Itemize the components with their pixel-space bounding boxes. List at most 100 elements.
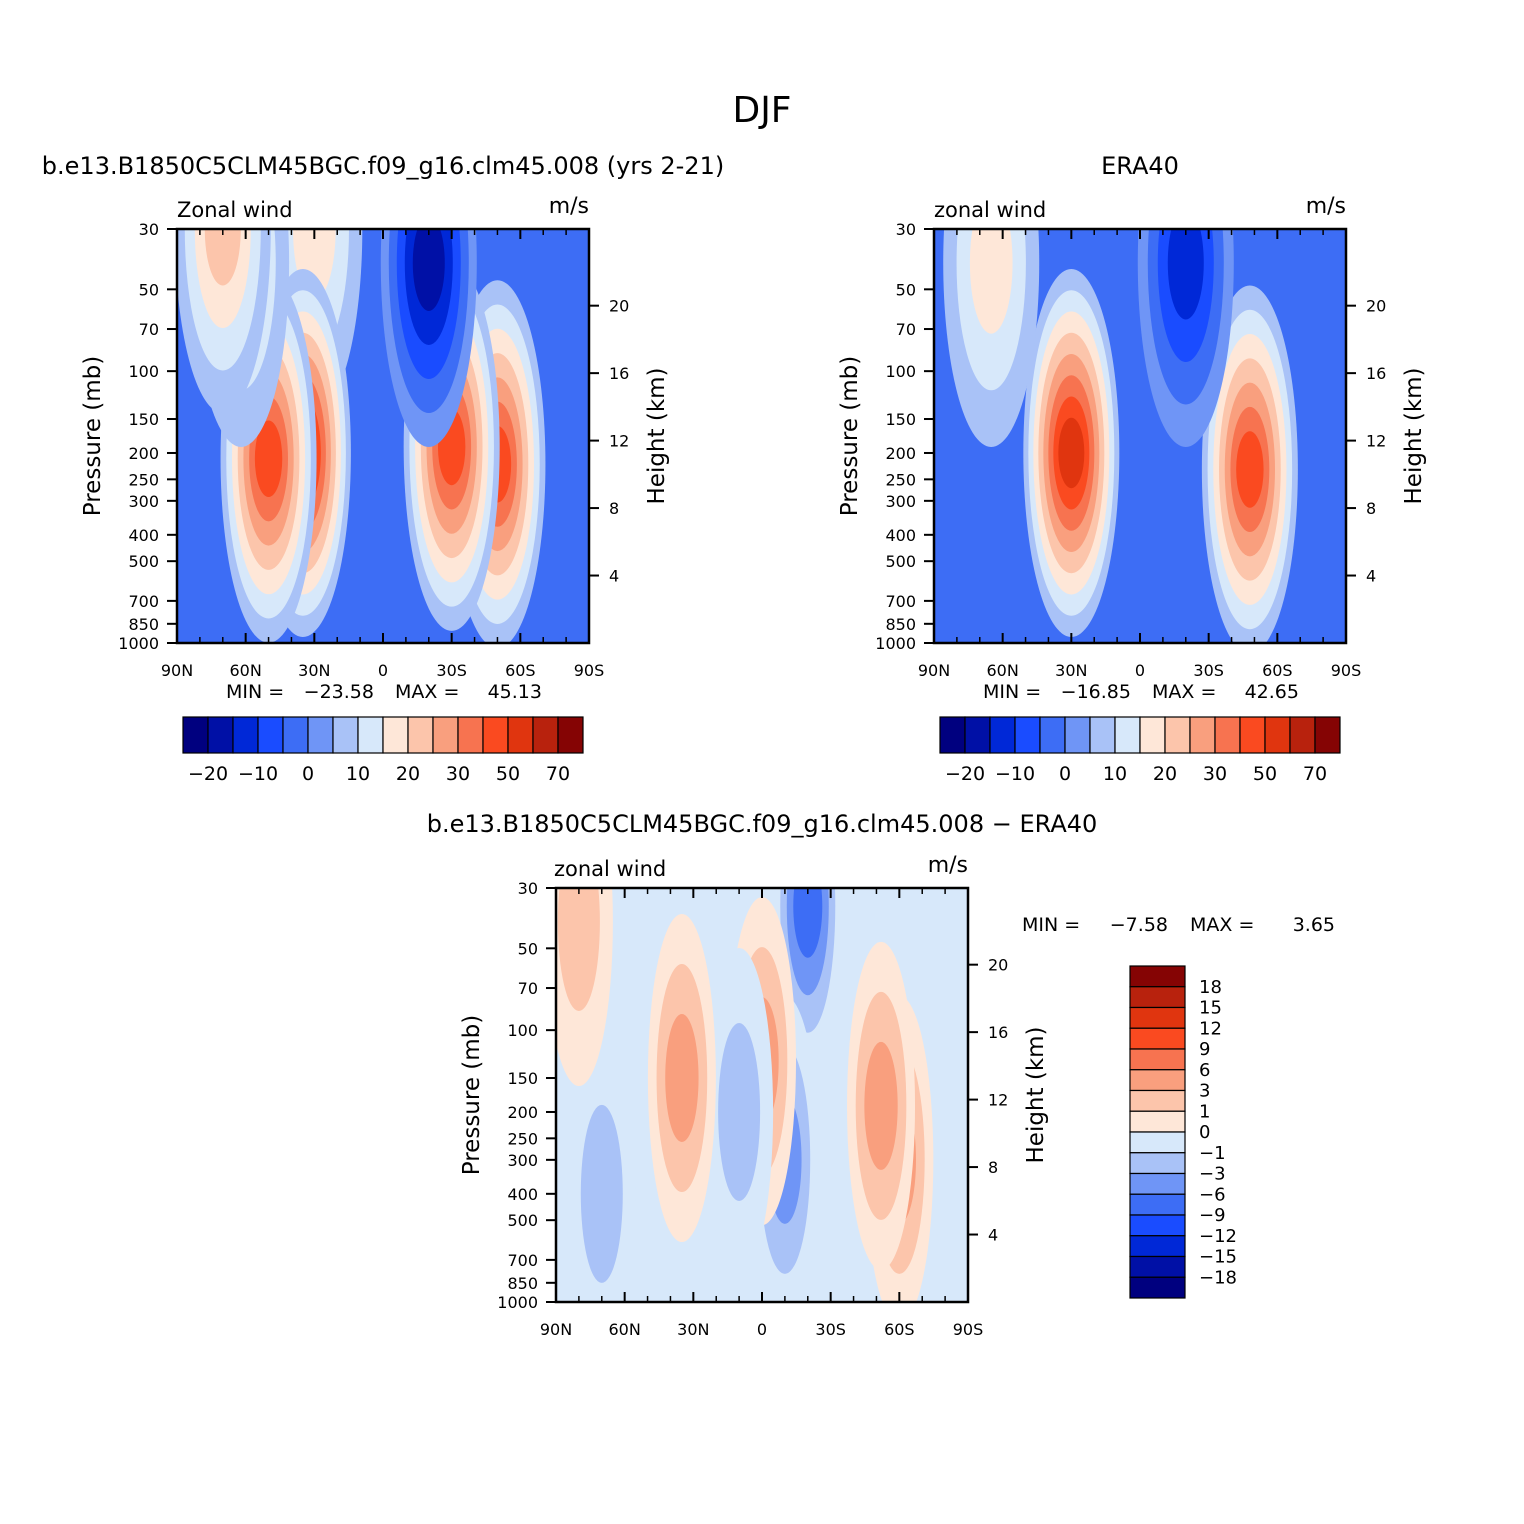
colorbar-label: −15	[1199, 1247, 1237, 1268]
colorbar-label: −3	[1199, 1164, 1226, 1185]
x-tick-label: 60S	[884, 1320, 915, 1339]
colorbar-swatch	[1129, 1048, 1186, 1071]
colorbar-swatch	[1039, 716, 1066, 754]
max-value: 3.65	[1293, 914, 1335, 936]
min-label: MIN =	[983, 681, 1041, 703]
contour-level	[665, 1014, 699, 1143]
contour-level	[204, 229, 241, 286]
contour-level	[1236, 431, 1264, 508]
colorbar-swatch	[307, 716, 334, 754]
units-label: m/s	[1306, 194, 1346, 219]
y-tick-label: 30	[896, 220, 916, 239]
colorbar-swatch	[1129, 1027, 1186, 1050]
colorbar-swatch	[1129, 1089, 1186, 1112]
y-right-tick-label: 8	[609, 499, 619, 518]
contour-level	[793, 888, 823, 958]
y-tick-label: 250	[507, 1129, 538, 1148]
x-tick-label: 90S	[953, 1320, 984, 1339]
y-tick-label: 400	[128, 526, 159, 545]
y-right-axis-label: Height (km)	[644, 367, 670, 504]
colorbar-swatch	[1264, 716, 1291, 754]
contour-level	[1167, 229, 1204, 320]
x-tick-label: 0	[1135, 661, 1145, 680]
colorbar-label: 18	[1199, 977, 1222, 998]
x-tick-label: 30N	[1055, 661, 1087, 680]
x-tick-label: 90N	[918, 661, 950, 680]
min-value: −23.58	[304, 681, 374, 703]
colorbar-label: 12	[1199, 1018, 1222, 1039]
colorbar-label: 1	[1199, 1101, 1210, 1122]
colorbar-label: 50	[1253, 763, 1277, 785]
colorbar-swatch	[939, 716, 966, 754]
colorbar-label: −12	[1199, 1226, 1237, 1247]
y-tick-label: 300	[507, 1151, 538, 1170]
panel-title: ERA40	[1101, 152, 1179, 180]
colorbar-swatch	[1129, 1152, 1186, 1175]
y-right-tick-label: 16	[609, 364, 629, 383]
y-tick-label: 700	[885, 592, 916, 611]
colorbar-label: 30	[446, 763, 470, 785]
x-tick-label: 30S	[815, 1320, 846, 1339]
panel-model: b.e13.B1850C5CLM45BGC.f09_g16.clm45.008 …	[42, 152, 724, 785]
colorbar-label: 10	[346, 763, 370, 785]
x-tick-label: 90N	[540, 1320, 572, 1339]
colorbar-swatch	[407, 716, 434, 754]
colorbar-label: −18	[1199, 1267, 1237, 1288]
y-right-tick-label: 4	[1366, 567, 1376, 586]
colorbar-swatch	[557, 716, 584, 754]
colorbar-swatch	[1129, 986, 1186, 1009]
y-tick-label: 150	[507, 1069, 538, 1088]
y-tick-label: 150	[128, 410, 159, 429]
y-tick-label: 1000	[497, 1293, 538, 1312]
y-tick-label: 100	[885, 362, 916, 381]
colorbar-label: 3	[1199, 1081, 1210, 1102]
colorbar-swatch	[182, 716, 209, 754]
y-tick-label: 850	[507, 1274, 538, 1293]
y-right-tick-label: 16	[988, 1023, 1008, 1042]
colorbar-swatch	[1089, 716, 1116, 754]
contour-level	[718, 1022, 761, 1201]
colorbar-swatch	[1129, 1006, 1186, 1029]
colorbar-swatch	[282, 716, 309, 754]
colorbar-swatch	[989, 716, 1016, 754]
colorbar-swatch	[457, 716, 484, 754]
colorbar-label: 20	[1153, 763, 1177, 785]
colorbar-label: 50	[496, 763, 520, 785]
colorbar-swatch	[1129, 1172, 1186, 1195]
variable-label: zonal wind	[554, 857, 666, 881]
y-right-tick-label: 12	[609, 432, 629, 451]
colorbar-swatch	[1289, 716, 1316, 754]
x-tick-label: 30S	[1193, 661, 1224, 680]
colorbar-label: −6	[1199, 1184, 1226, 1205]
units-label: m/s	[549, 194, 589, 219]
y-tick-label: 70	[518, 979, 538, 998]
y-tick-label: 500	[885, 552, 916, 571]
max-label: MAX =	[1152, 681, 1216, 703]
colorbar-swatch	[482, 716, 509, 754]
colorbar: −20 −10 0 10 20 30 50 70	[182, 716, 584, 785]
contour-level	[969, 229, 1013, 334]
colorbar-swatch	[532, 716, 559, 754]
axes: 90N 60N 30N 0 30S 60S 90S 30 50 70 100 150 200 250 300…	[497, 879, 1008, 1339]
colorbar-swatch	[432, 716, 459, 754]
y-tick-label: 70	[896, 320, 916, 339]
y-tick-label: 500	[128, 552, 159, 571]
y-tick-label: 1000	[875, 634, 916, 653]
contour-level	[412, 229, 445, 311]
y-tick-label: 200	[885, 444, 916, 463]
colorbar-label: 6	[1199, 1060, 1210, 1081]
colorbar-swatch	[1014, 716, 1041, 754]
contour-field	[556, 888, 934, 1302]
y-right-tick-label: 16	[1366, 364, 1386, 383]
colorbar-label: 30	[1203, 763, 1227, 785]
colorbar-swatch	[1239, 716, 1266, 754]
colorbar: −20 −10 0 10 20 30 50 70	[939, 716, 1341, 785]
x-tick-label: 90S	[574, 661, 605, 680]
contour-level	[254, 420, 283, 498]
axes: 90N 60N 30N 0 30S 60S 90S 30 50 70 100 150 200 250 300…	[875, 220, 1386, 680]
min-label: MIN =	[226, 681, 284, 703]
colorbar-swatch	[1189, 716, 1216, 754]
colorbar-swatch	[332, 716, 359, 754]
contour-field	[943, 229, 1298, 643]
